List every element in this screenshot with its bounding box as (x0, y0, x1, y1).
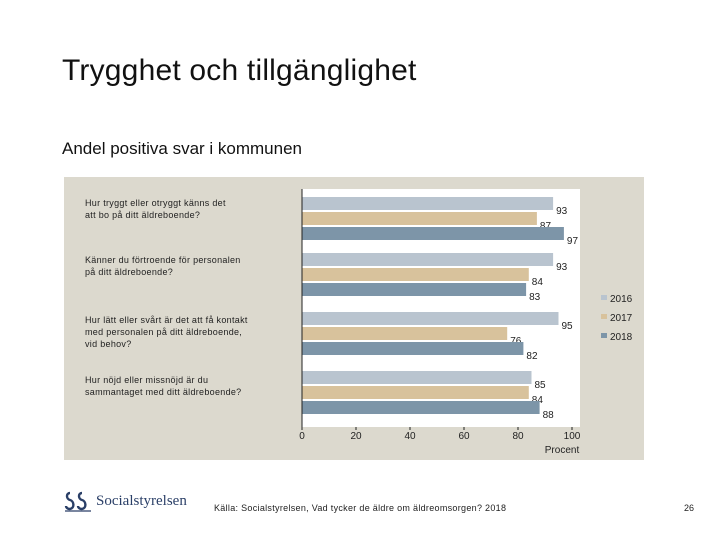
data-label: 93 (556, 206, 568, 217)
x-axis-title: Procent (545, 445, 580, 456)
socialstyrelsen-logo: Socialstyrelsen (64, 488, 187, 514)
bar-2016-4 (302, 371, 532, 384)
legend-label-2018: 2018 (610, 332, 633, 343)
page-title: Trygghet och tillgänglighet (62, 54, 417, 87)
bar-chart: 93 93 95 85 87 84 76 84 97 83 82 88 0 20 40 60 80 100 Proc… (85, 189, 633, 456)
bar-2017-1 (302, 212, 537, 225)
category-label: sammantaget med ditt äldreboende? (85, 387, 242, 397)
bar-2017-2 (302, 268, 529, 281)
data-label: 84 (532, 277, 544, 288)
category-label: med personalen på ditt äldreboende, (85, 327, 242, 337)
category-label: Hur nöjd eller missnöjd är du (85, 375, 208, 385)
bar-2016-3 (302, 312, 559, 325)
data-label: 85 (535, 380, 547, 391)
data-label: 87 (540, 221, 552, 232)
x-tick-label: 20 (350, 431, 362, 442)
bar-2016-1 (302, 197, 554, 210)
category-label: att bo på ditt äldreboende? (85, 210, 200, 220)
logo-icon (64, 491, 91, 512)
page-subtitle: Andel positiva svar i kommunen (62, 139, 303, 158)
bar-2017-3 (302, 327, 508, 340)
data-label: 82 (526, 351, 538, 362)
data-label: 88 (543, 410, 555, 421)
category-label: Hur tryggt eller otryggt känns det (85, 198, 226, 208)
data-label: 97 (567, 236, 579, 247)
data-label: 84 (532, 395, 544, 406)
legend-label-2016: 2016 (610, 294, 633, 305)
legend-swatch-2017 (601, 314, 607, 319)
bar-2018-4 (302, 401, 540, 414)
bar-2018-1 (302, 227, 564, 240)
x-tick-label: 100 (564, 431, 581, 442)
data-label: 95 (562, 321, 574, 332)
page-number: 26 (684, 503, 695, 513)
bar-2018-2 (302, 283, 527, 296)
data-label: 83 (529, 292, 541, 303)
source-note: Källa: Socialstyrelsen, Vad tycker de äl… (214, 503, 507, 513)
x-tick-label: 60 (458, 431, 470, 442)
category-label: vid behov? (85, 339, 132, 349)
logo-text: Socialstyrelsen (96, 492, 187, 509)
category-label: Känner du förtroende för personalen (85, 255, 241, 265)
x-tick-label: 0 (299, 431, 305, 442)
data-label: 76 (510, 336, 522, 347)
legend-swatch-2018 (601, 333, 607, 338)
x-tick-label: 80 (512, 431, 524, 442)
legend-swatch-2016 (601, 295, 607, 300)
category-label: Hur lätt eller svårt är det att få konta… (85, 315, 248, 325)
bar-2017-4 (302, 386, 529, 399)
bar-2018-3 (302, 342, 524, 355)
x-tick-label: 40 (404, 431, 416, 442)
legend-label-2017: 2017 (610, 313, 633, 324)
data-label: 93 (556, 262, 568, 273)
bar-2016-2 (302, 253, 554, 266)
category-label: på ditt äldreboende? (85, 267, 173, 277)
